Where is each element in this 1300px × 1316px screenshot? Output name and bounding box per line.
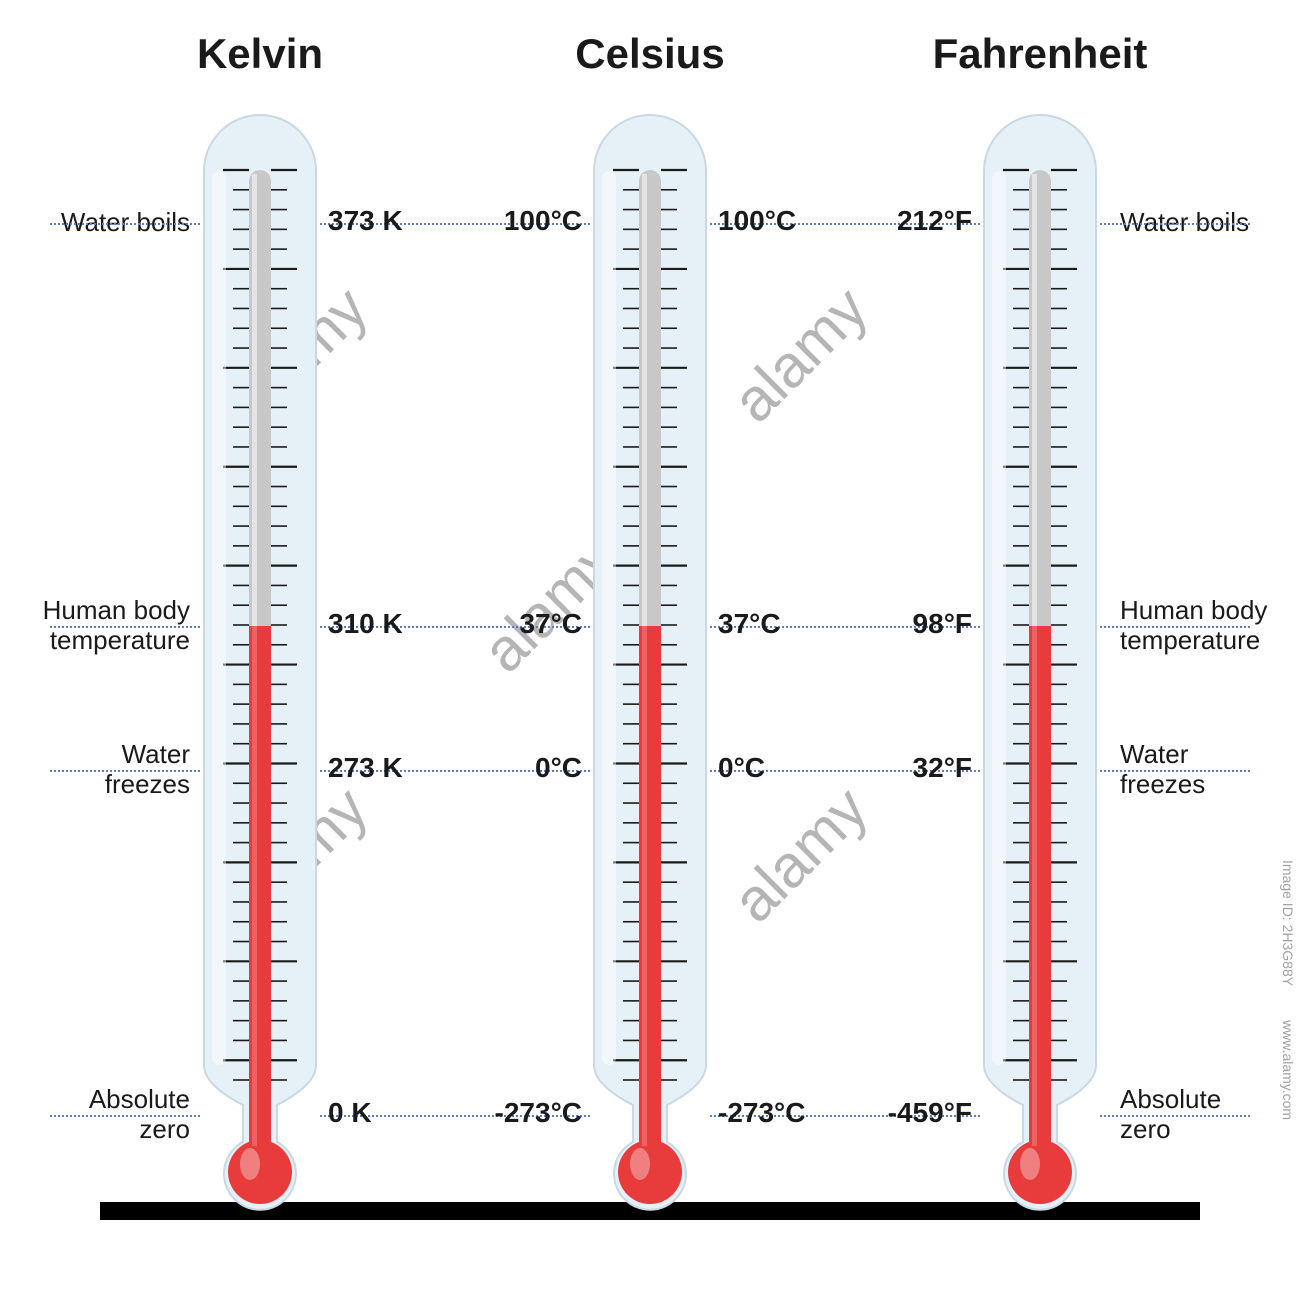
watermark-side-url: www.alamy.com <box>1280 1020 1296 1120</box>
value-celsius-freezes-left: 0°C <box>535 752 582 784</box>
guide-line-boils <box>50 223 200 225</box>
thermometer-celsius <box>570 105 730 1228</box>
thermometer-kelvin <box>180 105 340 1228</box>
value-fahrenheit-boils-left: 212°F <box>897 205 972 237</box>
watermark-side-id: Image ID: 2H3G88Y <box>1280 860 1296 986</box>
value-celsius-boils-right: 100°C <box>718 205 796 237</box>
diagram-stage: Kelvin Celsius Fahrenheit Water boils Hu… <box>0 0 1300 1316</box>
value-celsius-freezes-right: 0°C <box>718 752 765 784</box>
value-kelvin-absolute_zero-right: 0 K <box>328 1097 372 1129</box>
value-fahrenheit-absolute_zero-left: -459°F <box>888 1097 972 1129</box>
value-celsius-boils-left: 100°C <box>504 205 582 237</box>
guide-line-body <box>1100 626 1250 628</box>
guide-line-absolute_zero <box>1100 1115 1250 1117</box>
value-fahrenheit-freezes-left: 32°F <box>913 752 972 784</box>
title-kelvin: Kelvin <box>197 30 323 78</box>
value-fahrenheit-body-left: 98°F <box>913 608 972 640</box>
guide-line-freezes <box>50 770 200 772</box>
value-kelvin-freezes-right: 273 K <box>328 752 403 784</box>
guide-line-absolute_zero <box>50 1115 200 1117</box>
title-celsius: Celsius <box>575 30 724 78</box>
watermark-diag-4: alamy <box>719 774 881 936</box>
guide-line-body <box>50 626 200 628</box>
watermark-diag-2: alamy <box>719 274 881 436</box>
value-kelvin-boils-right: 373 K <box>328 205 403 237</box>
guide-line-boils <box>1100 223 1250 225</box>
value-celsius-body-right: 37°C <box>718 608 781 640</box>
value-kelvin-body-right: 310 K <box>328 608 403 640</box>
guide-line-freezes <box>1100 770 1250 772</box>
value-celsius-absolute_zero-right: -273°C <box>718 1097 805 1129</box>
value-celsius-absolute_zero-left: -273°C <box>495 1097 582 1129</box>
value-celsius-body-left: 37°C <box>519 608 582 640</box>
thermometer-fahrenheit <box>960 105 1120 1228</box>
title-fahrenheit: Fahrenheit <box>933 30 1148 78</box>
